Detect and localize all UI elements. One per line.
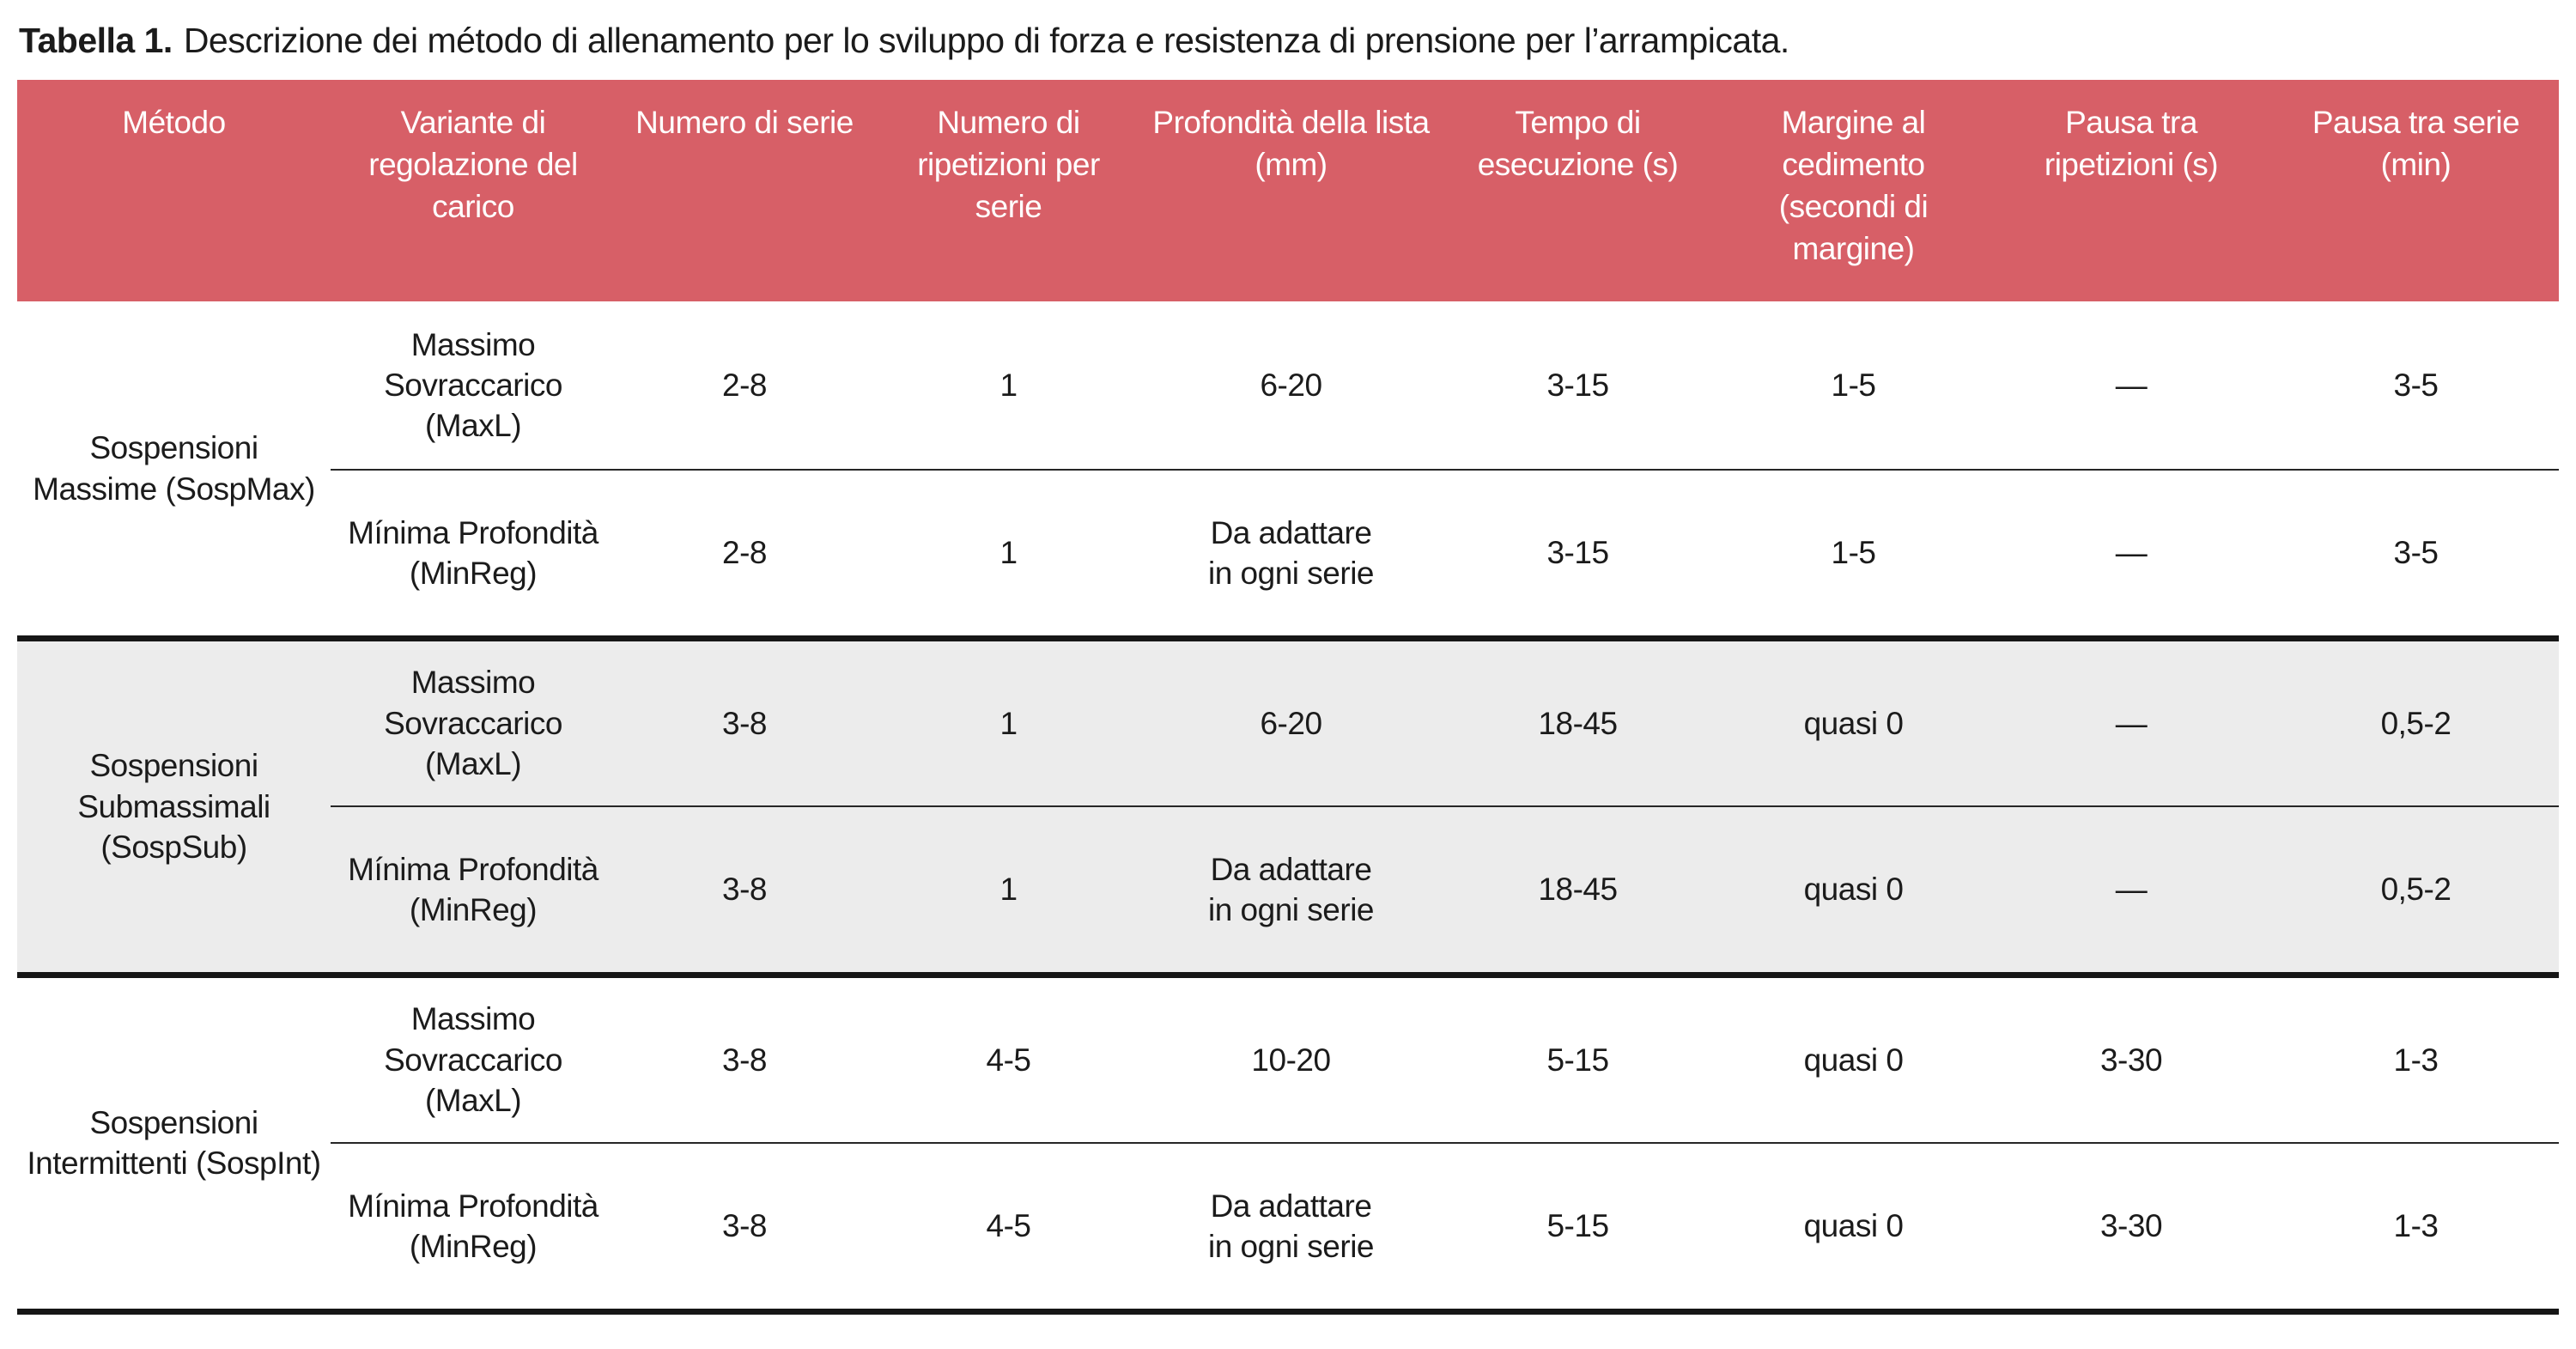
table-caption: Tabella 1. Descrizione dei método di alle…: [19, 19, 2559, 63]
value-cell: 1-3: [2273, 1142, 2559, 1312]
value-cell: 2-8: [616, 469, 873, 639]
value-cell: 0,5-2: [2273, 635, 2559, 807]
value-cell: 1: [999, 368, 1018, 404]
value-cell: 3-8: [616, 635, 873, 807]
value-cell: 3-15: [1546, 368, 1609, 404]
value-cell: —: [1990, 805, 2273, 975]
value-cell: —: [1990, 469, 2273, 639]
table-row: Mínima Profondità (MinReg) 3-8 4-5 Da ad…: [17, 1142, 2559, 1312]
value-cell: 1: [873, 805, 1144, 975]
value-cell: 3-8: [616, 971, 873, 1144]
column-header-margine: Margine al cedimento (secondi di margine…: [1717, 80, 1990, 302]
variant-cell: Massimo Sovraccarico (MaxL): [384, 326, 562, 444]
value-cell: Da adattare in ogni serie: [1144, 469, 1438, 639]
value-cell: 0,5-2: [2273, 805, 2559, 975]
column-header-tempo: Tempo di esecuzione (s): [1438, 80, 1717, 302]
variant-cell: Mínima Profondità (MinReg): [331, 805, 616, 975]
value-cell: 1-5: [1717, 469, 1990, 639]
column-header-profondita: Profondità della lista (mm): [1144, 80, 1438, 302]
value-cell: —: [1990, 635, 2273, 807]
value-cell: 4-5: [873, 971, 1144, 1144]
method-cell: Sospensioni Intermittenti (SospInt): [17, 971, 331, 1312]
value-cell: —: [2115, 368, 2148, 404]
value-cell: quasi 0: [1717, 1142, 1990, 1312]
variant-cell: Mínima Profondità (MinReg): [331, 469, 616, 639]
table-row: Sospensioni Massime (SospMax) Massimo So…: [17, 301, 2559, 507]
table-caption-text: Descrizione dei método di allenamento pe…: [183, 21, 1789, 60]
value-cell: quasi 0: [1717, 971, 1990, 1144]
value-cell: 2-8: [722, 368, 767, 404]
column-header-pausa-serie: Pausa tra serie (min): [2273, 80, 2559, 302]
column-header-metodo: Método: [17, 80, 331, 302]
value-cell: 4-5: [873, 1142, 1144, 1312]
table-row: Sospensioni Submassimali (SospSub) Massi…: [17, 635, 2559, 975]
variant-cell: Massimo Sovraccarico (MaxL): [331, 635, 616, 807]
group-sospensioni-intermittenti: Sospensioni Intermittenti (SospInt) Mass…: [17, 971, 2559, 1312]
value-cell: 3-8: [616, 1142, 873, 1312]
value-cell: Da adattare in ogni serie: [1144, 1142, 1438, 1312]
value-cell: 3-30: [1990, 971, 2273, 1144]
group-sospensioni-massime: Sospensioni Massime (SospMax) Massimo So…: [17, 301, 2559, 639]
value-cell: 5-15: [1438, 1142, 1717, 1312]
value-cell: 3-5: [2273, 469, 2559, 639]
value-cell: quasi 0: [1717, 635, 1990, 807]
column-header-numero-serie: Numero di serie: [616, 80, 873, 302]
value-cell: 6-20: [1144, 635, 1438, 807]
training-methods-table: Método Variante di regolazione del caric…: [17, 80, 2559, 1315]
value-cell: 1: [873, 635, 1144, 807]
value-cell: 18-45: [1438, 635, 1717, 807]
table-row: Sospensioni Intermittenti (SospInt) Mass…: [17, 971, 2559, 1312]
value-cell: 3-15: [1438, 469, 1717, 639]
method-cell: Sospensioni Submassimali (SospSub): [17, 635, 331, 975]
table-row: Mínima Profondità (MinReg) 2-8 1 Da adat…: [17, 469, 2559, 639]
value-cell: 10-20: [1144, 971, 1438, 1144]
value-cell: 1: [873, 469, 1144, 639]
value-cell: 1-5: [1831, 368, 1876, 404]
value-cell: quasi 0: [1717, 805, 1990, 975]
value-cell: 18-45: [1438, 805, 1717, 975]
column-header-pausa-ripetizioni: Pausa tra ripetizioni (s): [1990, 80, 2273, 302]
table-row: Mínima Profondità (MinReg) 3-8 1 Da adat…: [17, 805, 2559, 975]
method-cell: Sospensioni Massime (SospMax): [33, 430, 315, 507]
value-cell: 3-30: [1990, 1142, 2273, 1312]
table-header-row: Método Variante di regolazione del caric…: [17, 80, 2559, 302]
column-header-variante: Variante di regolazione del carico: [331, 80, 616, 302]
table-header: Método Variante di regolazione del caric…: [17, 80, 2559, 302]
value-cell: Da adattare in ogni serie: [1144, 805, 1438, 975]
variant-cell: Massimo Sovraccarico (MaxL): [331, 971, 616, 1144]
value-cell: 3-8: [616, 805, 873, 975]
value-cell: 3-5: [2393, 368, 2439, 404]
variant-cell: Mínima Profondità (MinReg): [331, 1142, 616, 1312]
column-header-ripetizioni: Numero di ripetizioni per serie: [873, 80, 1144, 302]
value-cell: 5-15: [1438, 971, 1717, 1144]
value-cell: 1-3: [2273, 971, 2559, 1144]
table-caption-label: Tabella 1.: [19, 21, 173, 60]
group-sospensioni-submassimali: Sospensioni Submassimali (SospSub) Massi…: [17, 635, 2559, 975]
value-cell: 6-20: [1260, 368, 1322, 404]
